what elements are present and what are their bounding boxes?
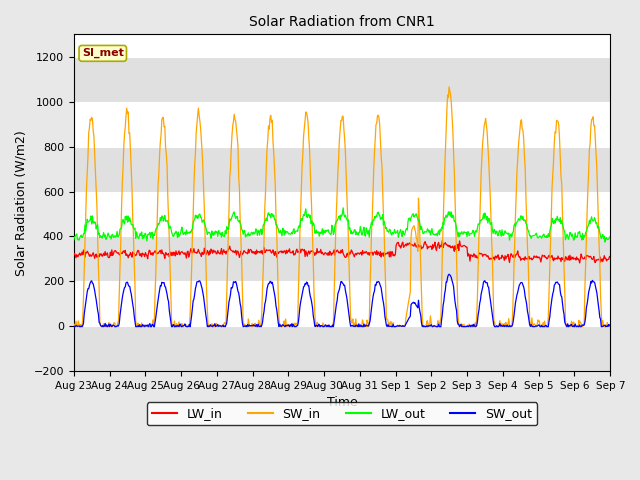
- Title: Solar Radiation from CNR1: Solar Radiation from CNR1: [249, 15, 435, 29]
- Text: SI_met: SI_met: [82, 48, 124, 59]
- Y-axis label: Solar Radiation (W/m2): Solar Radiation (W/m2): [15, 130, 28, 276]
- Bar: [74, 146, 611, 192]
- Bar: [74, 326, 611, 371]
- Bar: [74, 57, 611, 102]
- X-axis label: Time: Time: [326, 396, 357, 409]
- Legend: LW_in, SW_in, LW_out, SW_out: LW_in, SW_in, LW_out, SW_out: [147, 403, 538, 425]
- Bar: [74, 237, 611, 281]
